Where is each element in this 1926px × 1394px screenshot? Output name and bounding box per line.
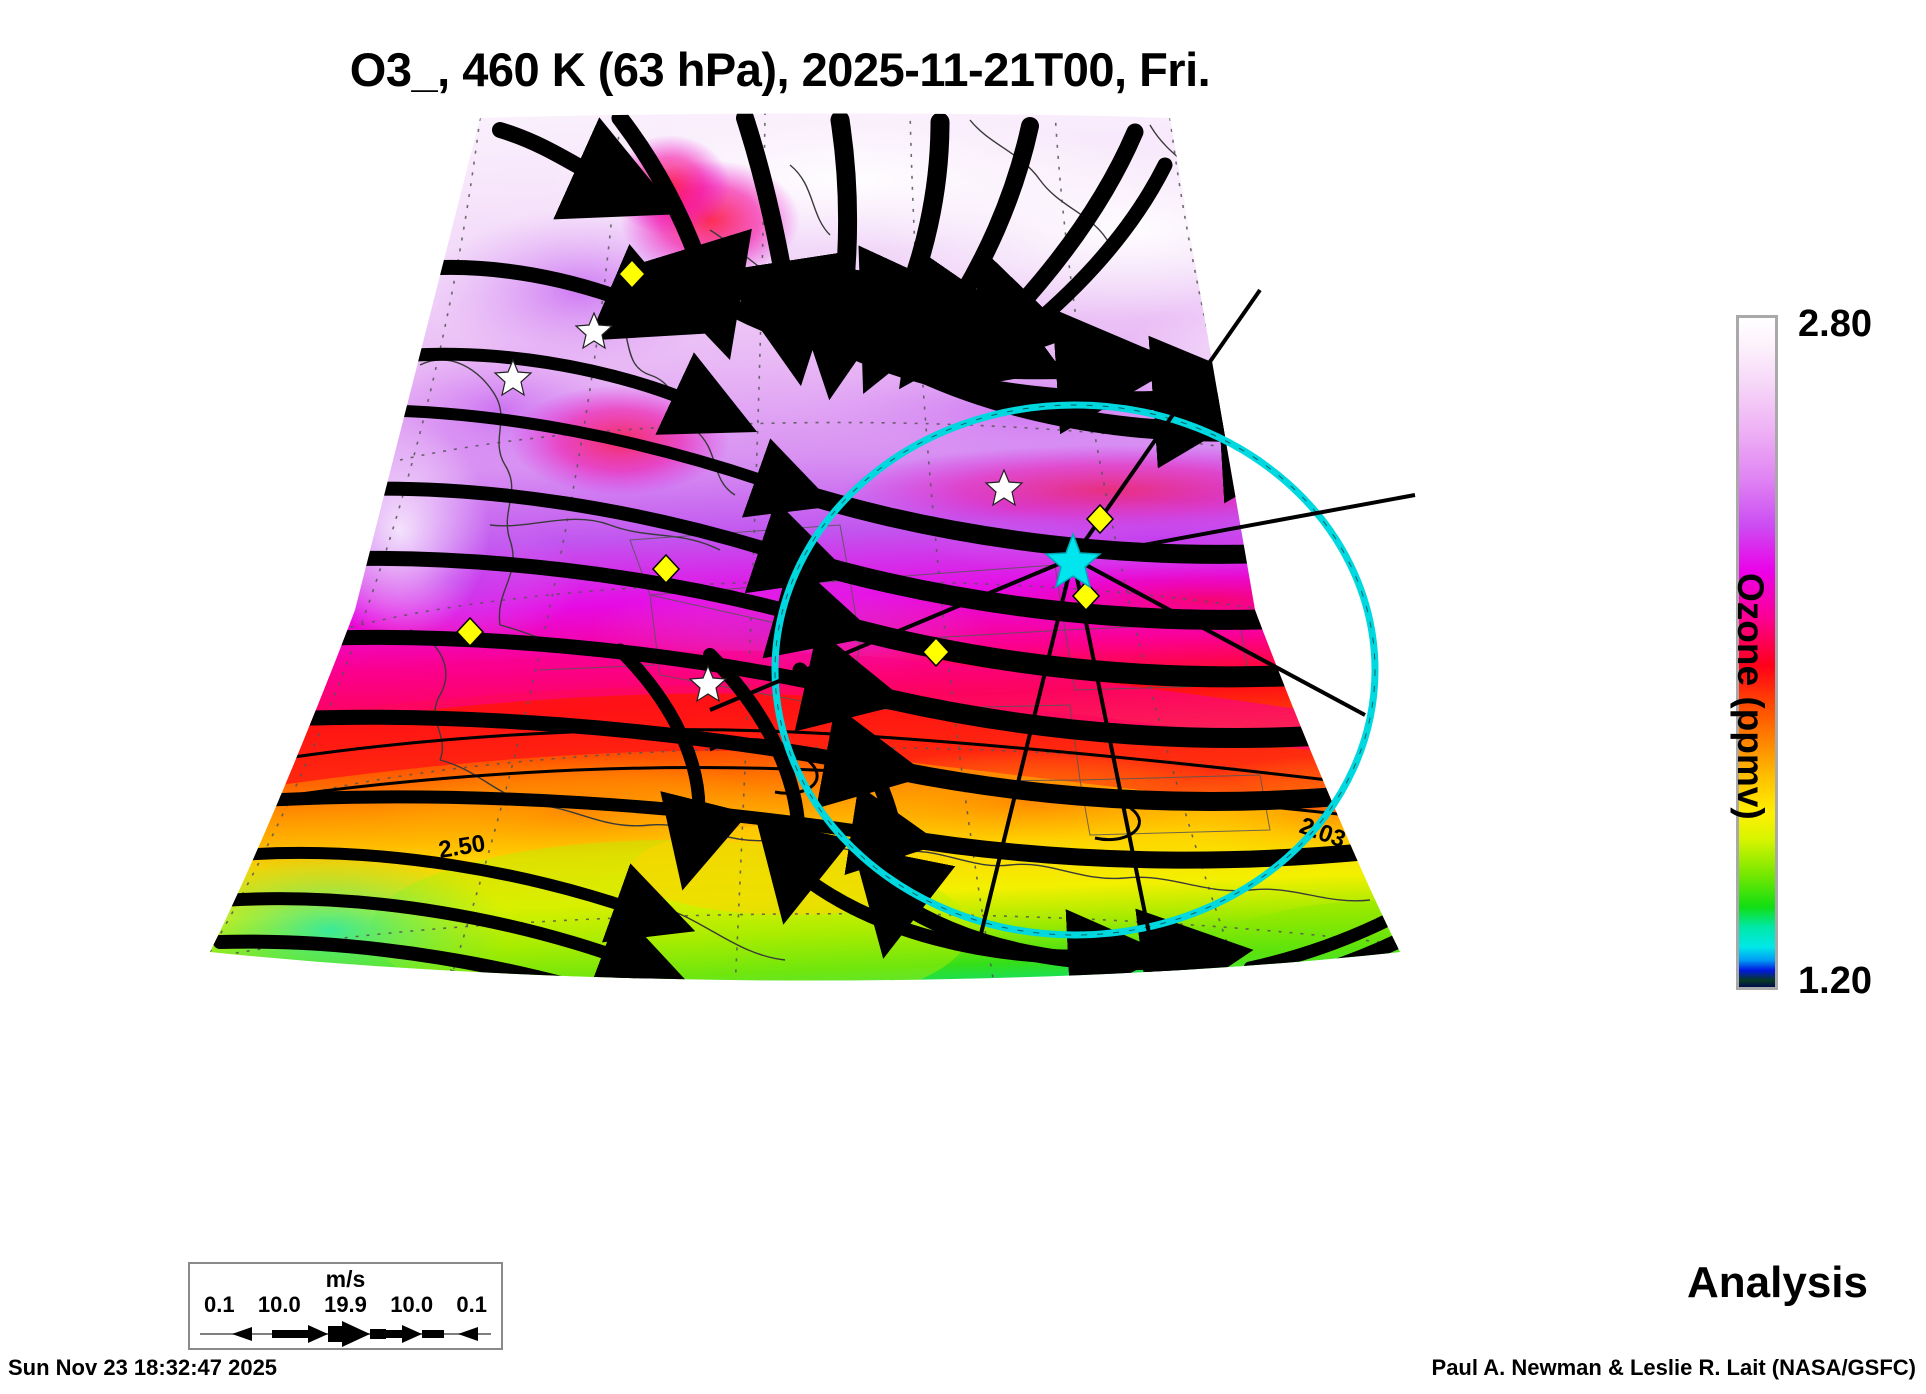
wind-legend-value: 10.0	[257, 1292, 301, 1317]
generation-timestamp: Sun Nov 23 18:32:47 2025	[8, 1355, 278, 1380]
station-star-icon	[688, 664, 728, 703]
map-plot-area: 2.50 2.03	[150, 110, 1550, 1040]
station-star-icon	[493, 358, 533, 397]
wind-legend-value: 10.0	[390, 1292, 434, 1317]
station-star-icon	[574, 311, 614, 350]
site-markers	[455, 258, 1115, 703]
colorbar-axis-title: Ozone (ppmv)	[1730, 573, 1771, 820]
wind-legend-value: 0.1	[204, 1292, 235, 1317]
site-diamond[interactable]	[1085, 503, 1115, 535]
station-star-icon	[984, 468, 1024, 507]
colorbar-min-label: 1.20	[1798, 960, 1872, 1002]
site-diamond[interactable]	[455, 616, 485, 648]
site-diamond[interactable]	[1071, 580, 1101, 612]
wind-legend-values: 0.1 10.0 19.9 10.0 0.1	[190, 1292, 501, 1318]
base-station-star-icon[interactable]	[1044, 531, 1102, 589]
analysis-label: Analysis	[1687, 1258, 1868, 1307]
site-diamond[interactable]	[617, 258, 647, 290]
wind-legend-value: 19.9	[324, 1292, 367, 1317]
wind-arrow-scale-icon	[200, 1321, 491, 1347]
colorbar-max-label: 2.80	[1798, 303, 1872, 345]
site-diamond[interactable]	[921, 636, 951, 668]
ozone-map: 2.50 2.03	[210, 113, 1416, 981]
wind-legend-arrows	[190, 1320, 501, 1353]
page-title: O3_, 460 K (63 hPa), 2025-11-21T00, Fri.	[349, 43, 1211, 96]
ozone-colorbar	[1736, 315, 1778, 990]
flight-range-ring	[771, 401, 1379, 939]
wind-legend-units: m/s	[325, 1266, 366, 1292]
wind-speed-legend: m/s 0.1 10.0 19.9 10.0 0.1	[188, 1262, 503, 1350]
site-diamond[interactable]	[651, 553, 681, 585]
wind-legend-value: 0.1	[456, 1292, 487, 1317]
colorbar-group: 2.80 1.20 Ozone (ppmv)	[1730, 303, 1926, 1002]
author-credit: Paul A. Newman & Leslie R. Lait (NASA/GS…	[1431, 1355, 1916, 1380]
